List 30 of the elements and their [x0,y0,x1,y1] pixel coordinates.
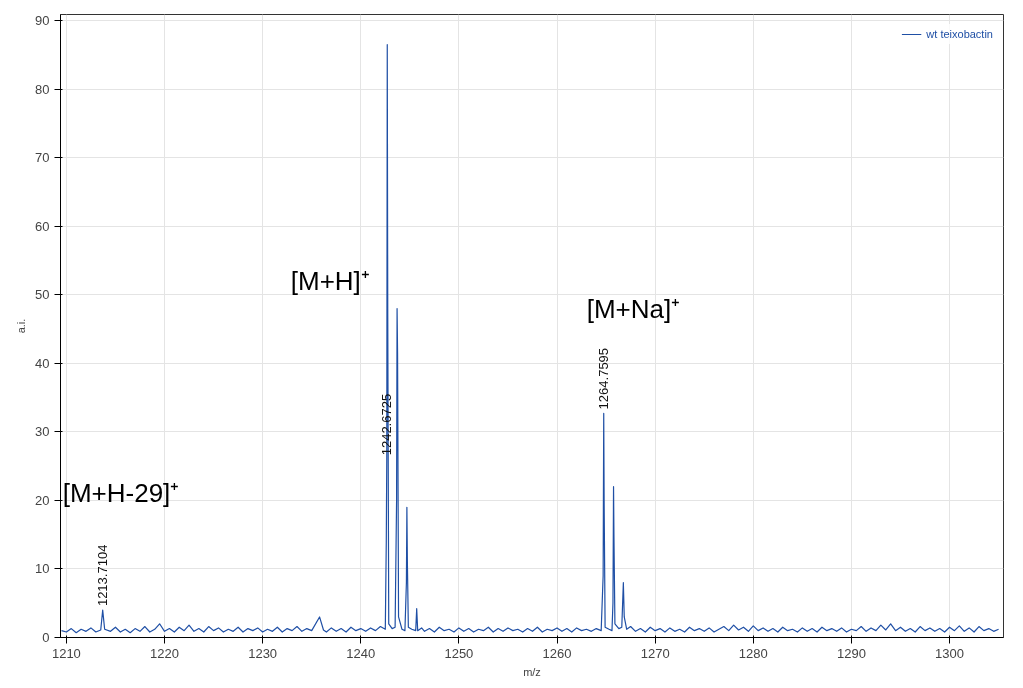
x-tick-label: 1280 [738,645,768,661]
y-tick-label: 10 [35,561,50,577]
y-tick-label: 0 [42,630,50,645]
annotation: [M+H]⁺ [290,266,370,297]
annotation: 1213.7104 [95,544,111,607]
y-tick-label: 40 [35,355,50,371]
y-tick-label: 20 [35,492,50,508]
x-tick-label: 1220 [150,645,179,661]
x-tick-label: 1270 [640,645,670,661]
annotation: 1264.7595 [596,347,612,410]
x-tick-label: 1210 [51,645,81,661]
line-series [60,44,1000,634]
y-axis-title: a.i. [15,318,28,334]
x-axis-title: m/z [523,665,541,678]
x-tick-label: 1230 [248,645,278,661]
y-tick-label: 80 [35,81,50,97]
y-tick-label: 30 [35,424,50,440]
x-tick-label: 1290 [836,645,866,661]
annotation: 1242.6725 [379,393,395,456]
x-tick-label: 1250 [444,645,474,661]
x-tick-label: 1240 [346,645,376,661]
annotation: [M+Na]⁺ [586,294,681,325]
legend-label: wt teixobactin [926,28,993,40]
y-tick-label: 70 [35,150,50,166]
y-tick-label: 50 [35,287,50,303]
x-tick-label: 1300 [935,645,964,661]
y-tick-label: 90 [35,13,50,29]
x-tick-label: 1260 [542,645,572,661]
annotation: [M+H-29]⁺ [62,478,180,509]
y-tick-label: 60 [35,218,50,234]
